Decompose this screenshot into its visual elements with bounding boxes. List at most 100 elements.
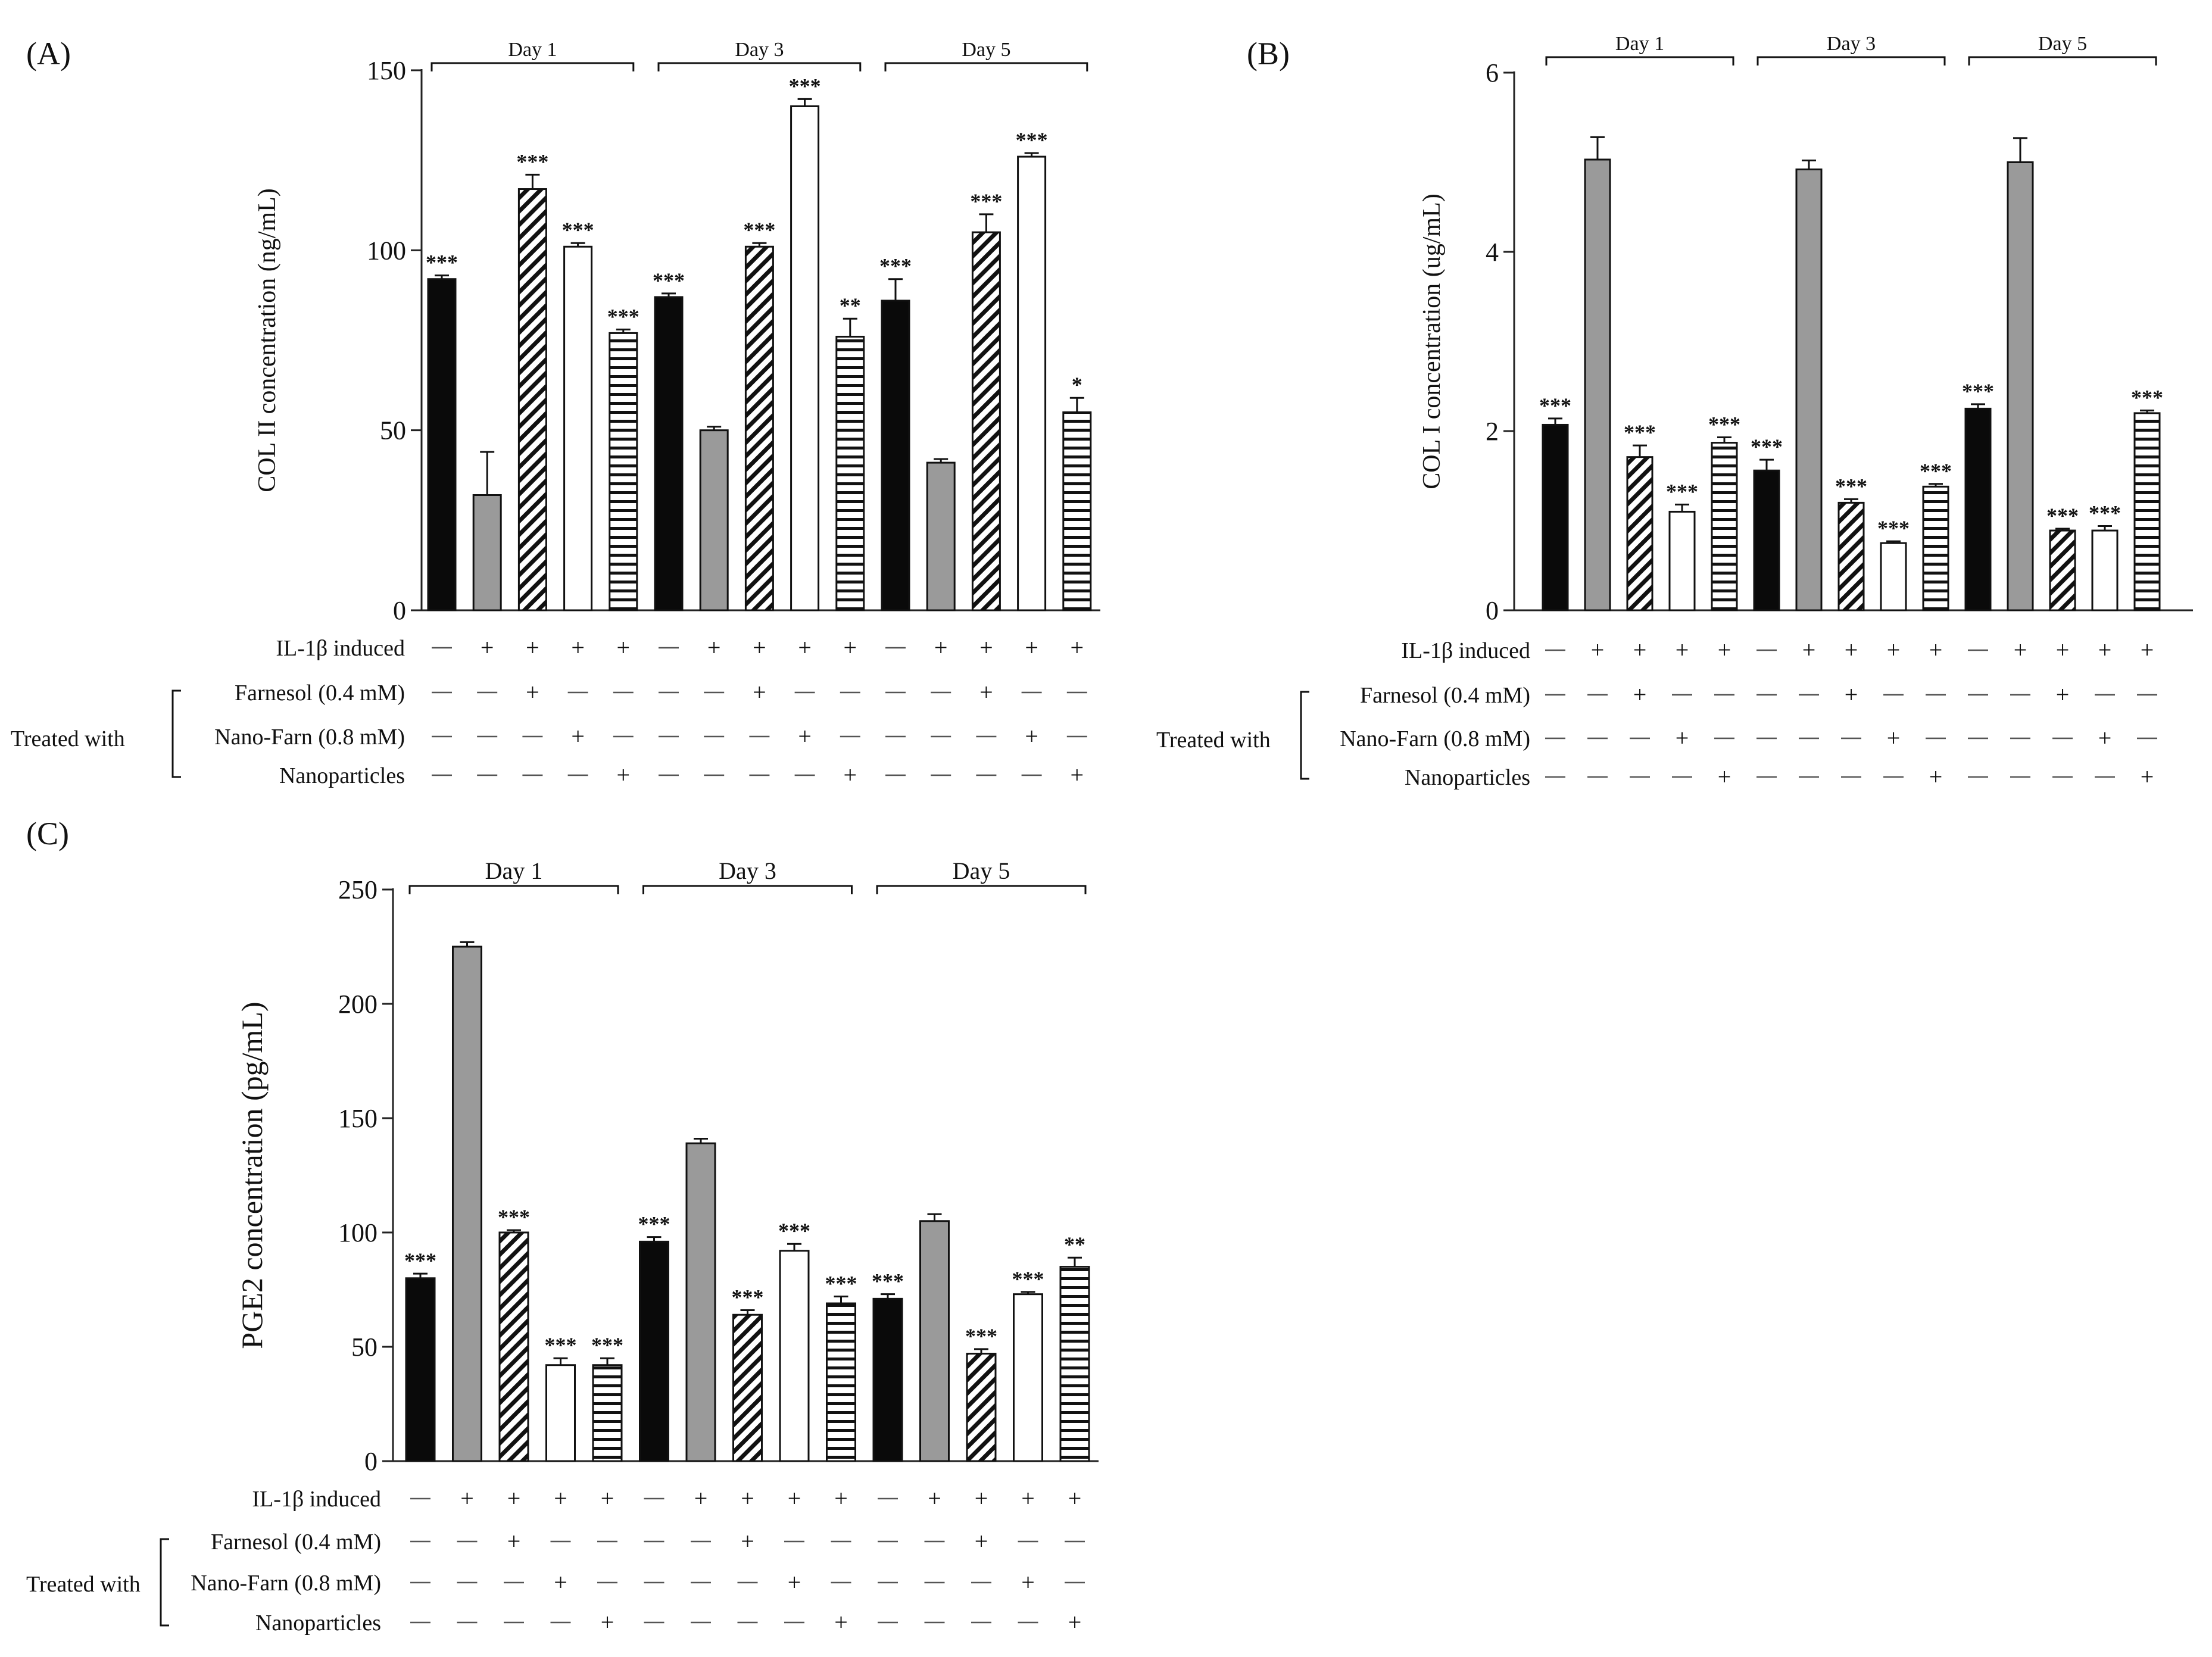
condition-plus: + [554, 1485, 567, 1512]
condition-plus: + [844, 634, 857, 661]
significance-label: *** [825, 1272, 857, 1296]
y-tick-label: 50 [351, 1333, 377, 1362]
condition-plus: + [979, 634, 993, 661]
condition-plus: + [1068, 1609, 1082, 1636]
bar-day3-1 [1753, 469, 1780, 611]
condition-plus: + [526, 679, 539, 706]
day-label: Day 5 [2038, 33, 2087, 55]
condition-plus: + [707, 634, 721, 661]
bar-day1-4 [1668, 510, 1696, 611]
condition-row-label: Nano-Farn (0.8 mM) [1340, 726, 1530, 751]
condition-plus: + [617, 762, 631, 788]
significance-label: *** [607, 304, 639, 328]
condition-row-label: Nanoparticles [255, 1611, 381, 1636]
y-tick-label: 0 [393, 596, 406, 625]
day-label: Day 3 [735, 39, 784, 61]
significance-label: *** [1539, 394, 1571, 417]
bar-day5-1 [881, 299, 910, 611]
condition-plus: + [1718, 763, 1731, 790]
y-tick-label: 4 [1486, 238, 1499, 267]
bar-day5-3 [966, 1353, 997, 1462]
day-label: Day 5 [953, 857, 1010, 884]
significance-label: *** [1751, 435, 1783, 458]
day-bracket [657, 62, 862, 71]
day-label: Day 1 [508, 39, 557, 61]
condition-plus: + [1021, 1569, 1035, 1596]
condition-row-label: Farnesol (0.4 mM) [235, 681, 405, 706]
condition-row-label: IL-1β induced [1401, 638, 1530, 663]
significance-label: *** [562, 218, 594, 242]
condition-plus: + [1591, 636, 1605, 663]
significance-label: *** [1666, 479, 1698, 503]
condition-row-label: Nano-Farn (0.8 mM) [191, 1571, 381, 1596]
bar-day5-1 [1964, 407, 1992, 611]
bar-day1-5 [609, 332, 638, 611]
bar-day5-2 [919, 1220, 950, 1462]
bar-day1-1 [405, 1277, 436, 1462]
significance-label: *** [2046, 504, 2079, 528]
significance-label: *** [965, 1324, 997, 1348]
bar-day3-4 [1880, 542, 1907, 611]
bar-day5-3 [2049, 529, 2076, 611]
chart-panel-3: (C) 0 50 100 150 200 250 PGE2 concentration (pg… [26, 816, 1099, 1636]
y-tick-label: 2 [1486, 417, 1499, 446]
day-bracket [408, 885, 619, 894]
condition-plus: + [788, 1485, 801, 1512]
significance-label: *** [653, 269, 685, 292]
significance-label: *** [591, 1333, 623, 1357]
significance-label: ** [840, 294, 861, 317]
significance-label: *** [1835, 474, 1867, 498]
bar-day3-5 [1922, 485, 1949, 611]
treated-with-bracket [160, 1538, 169, 1627]
significance-label: *** [1624, 420, 1656, 444]
condition-plus: + [507, 1528, 521, 1555]
condition-plus: + [741, 1485, 754, 1512]
condition-plus: + [1633, 681, 1647, 708]
condition-plus: + [2141, 763, 2154, 790]
condition-plus: + [1676, 636, 1689, 663]
condition-plus: + [834, 1609, 848, 1636]
condition-plus: + [741, 1528, 754, 1555]
significance-label: *** [2131, 385, 2163, 409]
condition-plus: + [694, 1485, 708, 1512]
treated-with-bracket [171, 689, 181, 778]
significance-label: *** [545, 1333, 577, 1357]
bar-day1-2 [1584, 158, 1611, 611]
bar-day3-5 [835, 335, 865, 611]
day-label: Day 3 [719, 857, 776, 884]
significance-label: *** [404, 1249, 436, 1272]
condition-plus: + [601, 1609, 614, 1636]
day-label: Day 5 [962, 39, 1010, 61]
bar-day5-5 [2133, 412, 2161, 611]
bar-day3-3 [744, 245, 774, 611]
bar-day1-2 [472, 494, 502, 611]
bar-day3-5 [826, 1302, 856, 1462]
significance-label: ** [1064, 1232, 1085, 1256]
bar-day3-2 [685, 1142, 716, 1462]
significance-label: *** [1708, 413, 1740, 436]
condition-plus: + [975, 1485, 988, 1512]
condition-plus: + [1025, 723, 1038, 750]
condition-plus: + [2098, 725, 2112, 751]
condition-plus: + [481, 634, 494, 661]
day-label: Day 1 [485, 857, 543, 884]
bar-day3-3 [1837, 501, 1865, 611]
significance-label: * [1072, 373, 1082, 397]
treated-with-bracket [1300, 691, 1309, 780]
condition-plus: + [798, 723, 812, 750]
bar-day1-3 [498, 1231, 529, 1462]
significance-label: *** [498, 1205, 530, 1229]
condition-row-label: IL-1β induced [252, 1487, 381, 1512]
y-tick-label: 100 [367, 236, 406, 265]
condition-plus: + [1887, 725, 1901, 751]
condition-plus: + [2056, 681, 2070, 708]
condition-plus: + [934, 634, 948, 661]
y-axis-label: COL II concentration (ng/mL) [254, 188, 281, 492]
significance-label: *** [778, 1219, 810, 1243]
y-tick-label: 50 [380, 416, 406, 445]
condition-plus: + [753, 679, 766, 706]
condition-plus: + [1071, 634, 1084, 661]
bar-day5-4 [1017, 155, 1047, 611]
treated-with-label: Treated with [26, 1572, 141, 1597]
bar-day1-1 [1542, 423, 1569, 611]
